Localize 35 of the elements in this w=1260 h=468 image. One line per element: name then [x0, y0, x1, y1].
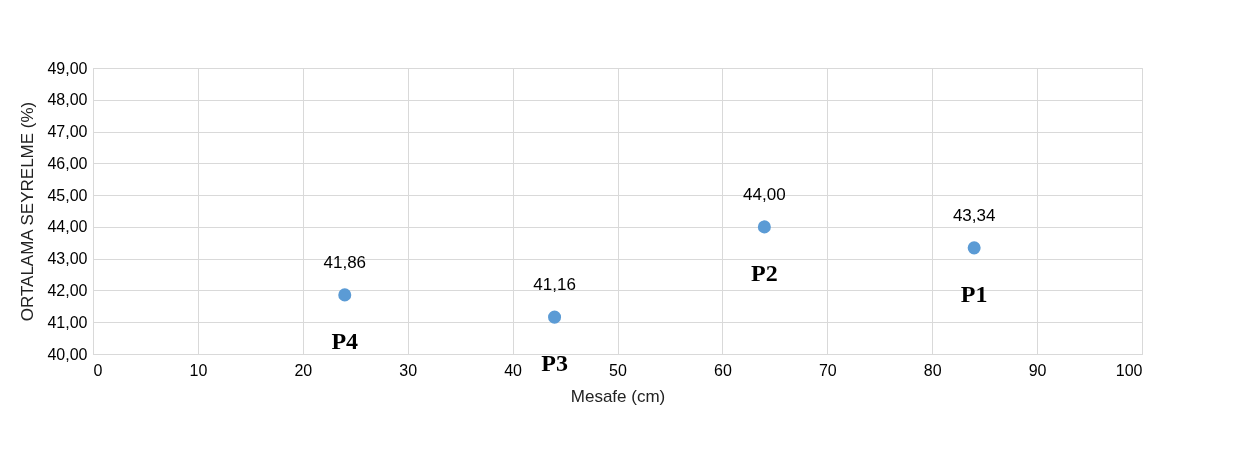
annotation: P1: [960, 280, 988, 307]
x-tick-label: 100: [1115, 361, 1143, 379]
x-tick-label: 0: [93, 361, 103, 379]
data-label: 44,00: [743, 184, 786, 204]
y-tick-label: 46,00: [47, 154, 88, 172]
x-tick-label: 90: [1028, 361, 1047, 379]
x-tick-label: 30: [399, 361, 418, 379]
y-tick-label: 45,00: [47, 186, 88, 204]
y-tick-label: 48,00: [47, 91, 88, 109]
data-label: 43,34: [952, 205, 996, 225]
x-tick-label: 70: [818, 361, 837, 379]
y-tick-label: 49,00: [47, 59, 88, 77]
x-tick-label: 20: [294, 361, 313, 379]
data-label: 41,86: [323, 252, 367, 272]
y-tick-label: 43,00: [47, 250, 88, 268]
point: [967, 241, 981, 255]
y-tick-label: 41,00: [47, 313, 88, 331]
annotation: P4: [331, 327, 359, 354]
point: [548, 310, 562, 324]
y-axis-title: ORTALAMA SEYRELME (%): [18, 101, 38, 322]
data-label: 41,16: [533, 275, 576, 295]
x-tick-label: 40: [504, 361, 523, 379]
y-tick-label: 44,00: [47, 218, 88, 236]
x-tick-label: 60: [714, 361, 732, 379]
annotation: P3: [541, 350, 568, 377]
y-tick-label: 40,00: [47, 345, 88, 363]
y-tick-label: 47,00: [47, 123, 88, 141]
x-tick-label: 80: [923, 361, 942, 379]
x-tick-label: 10: [189, 361, 208, 379]
y-tick-label: 42,00: [47, 281, 88, 299]
x-axis-title: Mesafe (cm): [570, 386, 666, 406]
x-tick-label: 50: [609, 361, 627, 379]
point: [338, 288, 352, 302]
point: [757, 220, 771, 234]
annotation: P2: [751, 259, 778, 286]
